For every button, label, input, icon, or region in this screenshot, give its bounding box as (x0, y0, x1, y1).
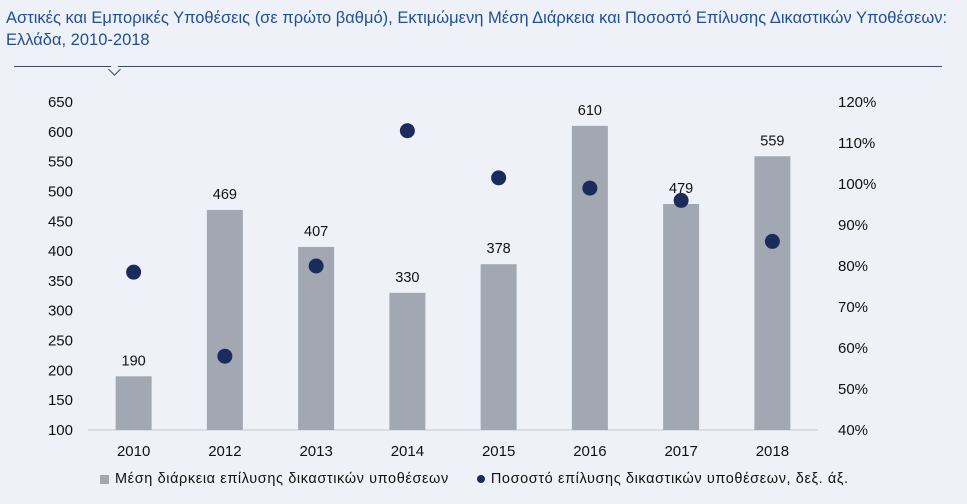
legend-dot-swatch (476, 475, 485, 483)
y-left-tick-label: 400 (48, 243, 73, 260)
data-point (126, 264, 142, 280)
y-left-tick-label: 250 (48, 333, 73, 350)
legend-item-bars: Μέση διάρκεια επίλυσης δικαστικών υποθέσ… (100, 471, 449, 487)
y-right-tick-label: 90% (838, 217, 868, 234)
bar-data-label: 190 (122, 353, 146, 369)
data-point (399, 123, 415, 139)
bar (298, 246, 335, 430)
chart-legend: Μέση διάρκεια επίλυσης δικαστικών υποθέσ… (100, 469, 849, 489)
x-tick-label: 2013 (299, 443, 332, 460)
y-left-tick-label: 350 (48, 273, 73, 290)
data-point (491, 170, 507, 186)
y-left-tick-label: 150 (48, 392, 73, 409)
bar (663, 203, 700, 430)
bar (115, 376, 152, 430)
y-right-tick-label: 80% (838, 258, 868, 275)
legend-label-dots: Ποσοστό επίλυσης δικαστικών υποθέσεων, δ… (490, 471, 849, 487)
bar (480, 264, 517, 430)
bar (206, 209, 243, 430)
bar-data-label: 559 (760, 133, 784, 149)
bar-data-label: 330 (395, 270, 419, 286)
y-right-tick-label: 40% (838, 422, 868, 439)
y-left-tick-label: 550 (48, 154, 73, 171)
y-left-tick-label: 600 (48, 124, 73, 141)
bar-data-label: 378 (487, 241, 511, 257)
y-right-tick-label: 50% (838, 381, 868, 398)
y-left-tick-label: 450 (48, 213, 73, 230)
data-point (582, 180, 598, 196)
y-right-tick-label: 120% (838, 94, 876, 111)
bar-data-label: 610 (578, 103, 602, 119)
x-tick-label: 2015 (482, 443, 515, 460)
y-left-tick-label: 650 (48, 94, 73, 111)
x-tick-label: 2014 (391, 443, 424, 460)
bar-data-label: 469 (213, 187, 237, 203)
bar (754, 156, 791, 430)
y-left-tick-label: 500 (48, 183, 73, 200)
x-tick-label: 2017 (664, 443, 697, 460)
data-point (308, 258, 324, 274)
legend-bar-swatch (100, 474, 109, 484)
x-tick-label: 2012 (208, 443, 241, 460)
x-tick-label: 2018 (756, 443, 789, 460)
x-tick-label: 2016 (573, 443, 606, 460)
y-right-tick-label: 70% (838, 299, 868, 316)
legend-item-dots: Ποσοστό επίλυσης δικαστικών υποθέσεων, δ… (449, 471, 849, 487)
chart-plot: 100 150 200 250 300 350 400 450 500 550 600 650 40% 5… (48, 94, 876, 460)
legend-label-bars: Μέση διάρκεια επίλυσης δικαστικών υποθέσ… (115, 471, 449, 487)
y-right-tick-label: 60% (838, 340, 868, 357)
y-left-tick-label: 100 (48, 422, 73, 439)
y-right-tick-label: 110% (838, 135, 875, 152)
bar (389, 292, 426, 430)
data-point (217, 348, 233, 364)
data-point (764, 233, 780, 249)
bar-data-label: 407 (304, 224, 328, 240)
data-point (673, 192, 689, 208)
y-right-tick-label: 100% (838, 176, 876, 193)
x-tick-label: 2010 (117, 443, 150, 460)
bar-data-label: 479 (669, 181, 693, 197)
title-divider (14, 66, 942, 67)
chart-title: Αστικές και Εμπορικές Υποθέσεις (σε πρώτ… (6, 9, 948, 49)
bar (571, 125, 608, 430)
y-left-tick-label: 200 (48, 362, 73, 379)
y-left-tick-label: 300 (48, 303, 73, 320)
